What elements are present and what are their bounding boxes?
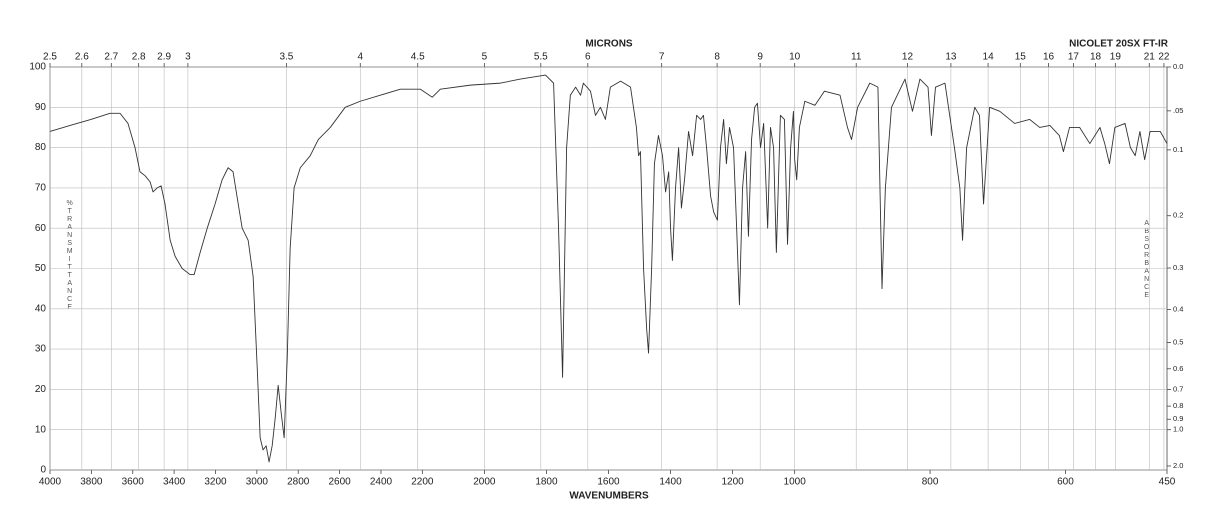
top-tick-label: 6 <box>585 52 591 63</box>
top-tick-label: 4.5 <box>411 52 425 63</box>
y2-tick-label: 1.0 <box>1173 425 1183 434</box>
x-tick-label: 3000 <box>246 477 269 488</box>
x-tick-label: 2600 <box>328 477 351 488</box>
top-tick-label: 22 <box>1158 52 1170 63</box>
y-tick-label: 60 <box>35 223 47 234</box>
x-tick-label: 3200 <box>204 477 227 488</box>
x-tick-label: 1800 <box>535 477 558 488</box>
top-tick-label: 2.7 <box>104 52 118 63</box>
y2-tick-label: 0.4 <box>1173 305 1183 314</box>
x-tick-label: 450 <box>1159 477 1176 488</box>
top-tick-label: 17 <box>1068 52 1080 63</box>
top-tick-label: 11 <box>851 52 862 63</box>
y2-tick-label: 0.8 <box>1173 401 1183 410</box>
x-tick-label: 3400 <box>163 477 186 488</box>
y-tick-label: 80 <box>35 142 47 153</box>
y2-tick-label: 0.7 <box>1173 385 1183 394</box>
top-tick-label: 15 <box>1015 52 1027 63</box>
top-tick-label: 5 <box>482 52 488 63</box>
x-tick-label: 1200 <box>721 477 744 488</box>
x-tick-label: 1000 <box>784 477 807 488</box>
x-tick-label: 2400 <box>370 477 393 488</box>
y-tick-label: 10 <box>35 424 47 435</box>
y2-tick-label: 0.0 <box>1173 62 1183 71</box>
x-axis-title: WAVENUMBERS <box>569 491 649 502</box>
top-tick-label: 16 <box>1043 52 1055 63</box>
top-tick-label: 10 <box>789 52 801 63</box>
top-tick-label: 7 <box>659 52 665 63</box>
top-tick-label: 5.5 <box>534 52 548 63</box>
y-tick-label: 0 <box>40 465 46 476</box>
top-tick-label: 3.5 <box>279 52 293 63</box>
instrument-label: NICOLET 20SX FT-IR <box>1069 39 1169 50</box>
y-tick-label: 100 <box>29 62 46 73</box>
x-tick-label: 2800 <box>287 477 310 488</box>
x-tick-label: 800 <box>922 477 939 488</box>
top-tick-label: 18 <box>1090 52 1102 63</box>
top-tick-label: 9 <box>757 52 763 63</box>
y2-tick-label: 0.9 <box>1173 414 1183 423</box>
x-tick-label: 600 <box>1057 477 1074 488</box>
y2-tick-label: 0.5 <box>1173 338 1183 347</box>
y-tick-label: 20 <box>35 384 47 395</box>
y-tick-label: 40 <box>35 303 47 314</box>
y-axis-title: %TRANSMITTANCE <box>66 200 73 312</box>
x-tick-label: 2200 <box>411 477 434 488</box>
top-tick-label: 14 <box>983 52 995 63</box>
x-tick-label: 4000 <box>39 477 62 488</box>
x-tick-label: 1600 <box>597 477 620 488</box>
y2-tick-label: 2.0 <box>1173 461 1183 470</box>
y2-tick-label: .05 <box>1173 106 1183 115</box>
y2-tick-label: 0.6 <box>1173 364 1183 373</box>
top-axis-title: MICRONS <box>585 39 633 50</box>
top-tick-label: 2.9 <box>157 52 171 63</box>
top-tick-label: 19 <box>1110 52 1122 63</box>
y2-tick-label: 0.1 <box>1173 145 1183 154</box>
top-tick-label: 2.8 <box>132 52 146 63</box>
top-tick-label: 21 <box>1144 52 1156 63</box>
top-tick-label: 4 <box>357 52 363 63</box>
y2-axis-title: ABSORBANCE <box>1143 220 1150 300</box>
spectrum-line <box>49 74 1168 463</box>
y-tick-label: 50 <box>35 263 47 274</box>
top-tick-label: 12 <box>902 52 914 63</box>
x-tick-label: 2000 <box>473 477 496 488</box>
y-tick-label: 30 <box>35 344 47 355</box>
x-tick-label: 1400 <box>659 477 682 488</box>
y-tick-label: 90 <box>35 102 47 113</box>
y2-tick-label: 0.2 <box>1173 211 1183 220</box>
top-tick-label: 2.6 <box>75 52 89 63</box>
x-tick-label: 3800 <box>80 477 103 488</box>
top-tick-label: 2.5 <box>43 52 57 63</box>
top-tick-label: 3 <box>185 52 191 63</box>
y-tick-label: 70 <box>35 183 47 194</box>
y2-tick-label: 0.3 <box>1173 263 1183 272</box>
top-tick-label: 8 <box>714 52 720 63</box>
top-tick-label: 13 <box>945 52 957 63</box>
x-tick-label: 3600 <box>122 477 145 488</box>
